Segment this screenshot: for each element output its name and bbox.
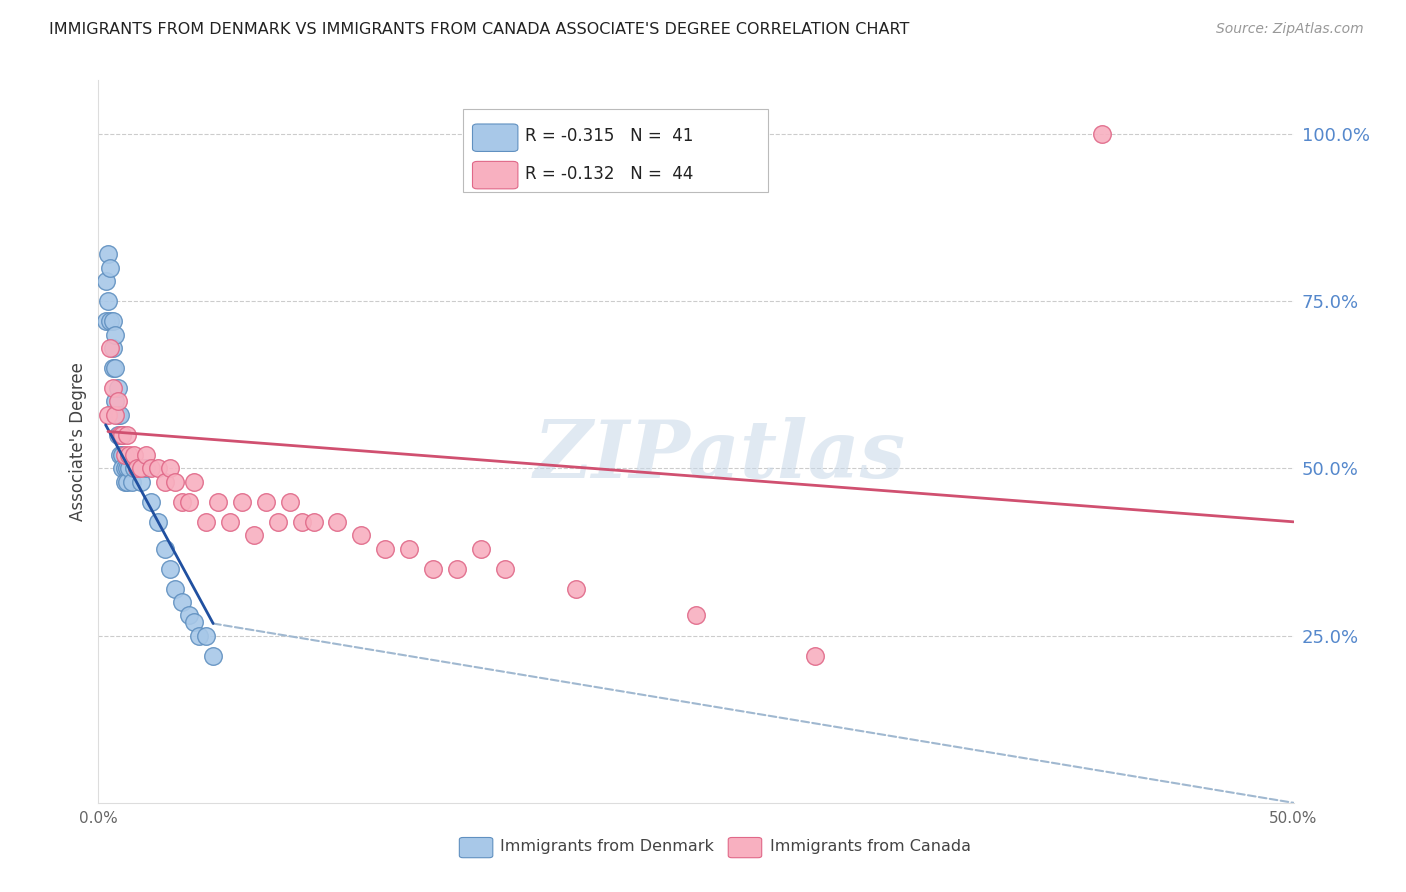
Text: ZIPatlas: ZIPatlas	[534, 417, 905, 495]
Point	[565, 582, 588, 596]
Point	[101, 381, 124, 395]
Point	[124, 461, 146, 475]
Point	[115, 461, 138, 475]
Point	[97, 408, 120, 422]
Point	[131, 475, 153, 489]
Point	[104, 327, 127, 342]
Point	[1091, 127, 1114, 141]
Point	[139, 494, 162, 508]
Point	[148, 515, 170, 529]
Point	[131, 461, 153, 475]
Point	[101, 314, 124, 328]
Point	[121, 475, 143, 489]
Point	[326, 515, 349, 529]
Point	[111, 461, 134, 475]
Point	[446, 562, 468, 576]
Point	[254, 494, 277, 508]
Point	[470, 541, 492, 556]
Point	[115, 475, 138, 489]
Point	[302, 515, 325, 529]
Point	[125, 461, 148, 475]
Point	[101, 361, 124, 376]
Point	[398, 541, 420, 556]
Y-axis label: Associate's Degree: Associate's Degree	[69, 362, 87, 521]
Point	[159, 461, 181, 475]
Point	[101, 341, 124, 355]
FancyBboxPatch shape	[460, 838, 494, 858]
Point	[114, 448, 136, 462]
Point	[104, 408, 127, 422]
Point	[111, 448, 134, 462]
Point	[179, 494, 201, 508]
Point	[114, 475, 136, 489]
FancyBboxPatch shape	[472, 161, 517, 189]
Point	[155, 475, 177, 489]
Point	[118, 461, 141, 475]
Point	[187, 628, 209, 642]
Point	[159, 562, 181, 576]
Point	[163, 582, 186, 596]
Point	[115, 427, 138, 442]
Point	[135, 448, 157, 462]
FancyBboxPatch shape	[472, 124, 517, 152]
Point	[183, 475, 205, 489]
Point	[97, 294, 120, 309]
Point	[139, 461, 162, 475]
Point	[124, 448, 146, 462]
Point	[231, 494, 253, 508]
Point	[107, 381, 129, 395]
Point	[111, 427, 134, 442]
Point	[114, 461, 136, 475]
Point	[278, 494, 301, 508]
Point	[207, 494, 229, 508]
Point	[94, 314, 117, 328]
Point	[155, 541, 177, 556]
Point	[111, 427, 134, 442]
Point	[291, 515, 314, 529]
Point	[422, 562, 444, 576]
Point	[108, 408, 131, 422]
Point	[107, 408, 129, 422]
FancyBboxPatch shape	[728, 838, 762, 858]
Point	[179, 608, 201, 623]
Point	[195, 515, 218, 529]
Text: R = -0.315   N =  41: R = -0.315 N = 41	[524, 128, 693, 145]
Point	[195, 628, 218, 642]
Point	[219, 515, 242, 529]
Point	[494, 562, 516, 576]
Point	[374, 541, 396, 556]
Point	[163, 475, 186, 489]
Point	[98, 341, 122, 355]
Text: Immigrants from Canada: Immigrants from Canada	[770, 838, 972, 854]
Point	[685, 608, 707, 623]
Point	[183, 615, 205, 630]
Point	[148, 461, 170, 475]
Point	[108, 448, 131, 462]
Point	[267, 515, 290, 529]
Point	[135, 461, 157, 475]
FancyBboxPatch shape	[463, 109, 768, 193]
Text: IMMIGRANTS FROM DENMARK VS IMMIGRANTS FROM CANADA ASSOCIATE'S DEGREE CORRELATION: IMMIGRANTS FROM DENMARK VS IMMIGRANTS FR…	[49, 22, 910, 37]
Point	[104, 361, 127, 376]
Text: R = -0.132   N =  44: R = -0.132 N = 44	[524, 165, 693, 183]
Point	[202, 648, 225, 663]
Point	[104, 394, 127, 409]
Point	[804, 648, 827, 663]
Point	[97, 247, 120, 261]
Point	[172, 494, 194, 508]
Point	[107, 427, 129, 442]
Point	[125, 461, 148, 475]
Point	[350, 528, 373, 542]
Point	[98, 260, 122, 275]
Point	[108, 427, 131, 442]
Text: Immigrants from Denmark: Immigrants from Denmark	[501, 838, 714, 854]
Point	[172, 595, 194, 609]
Text: Source: ZipAtlas.com: Source: ZipAtlas.com	[1216, 22, 1364, 37]
Point	[243, 528, 266, 542]
Point	[118, 448, 141, 462]
Point	[107, 394, 129, 409]
Point	[98, 314, 122, 328]
Point	[94, 274, 117, 288]
